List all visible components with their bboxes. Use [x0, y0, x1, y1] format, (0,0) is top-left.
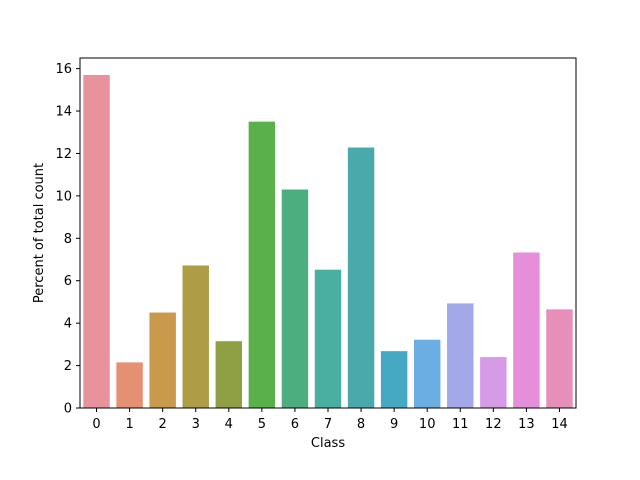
y-tick-label: 6 — [64, 274, 72, 289]
bar-7 — [314, 269, 342, 408]
bar-14 — [546, 309, 573, 408]
x-tick-label: 14 — [551, 417, 568, 432]
bar-6 — [281, 189, 309, 408]
x-tick-label: 7 — [324, 417, 332, 432]
y-tick-label: 8 — [64, 232, 72, 247]
bar-13 — [513, 252, 540, 408]
y-tick-label: 16 — [55, 62, 72, 77]
y-tick-label: 0 — [64, 402, 72, 417]
y-tick-label: 10 — [55, 189, 72, 204]
bar-10 — [413, 339, 441, 408]
y-tick-label: 4 — [64, 317, 72, 332]
x-tick-label: 4 — [225, 417, 233, 432]
bar-12 — [480, 357, 507, 408]
x-tick-label: 0 — [92, 417, 100, 432]
bar-4 — [215, 341, 243, 408]
x-axis-ticks: 0 1 2 3 4 5 6 7 8 9 10 11 12 13 14 — [92, 408, 568, 432]
x-axis-label: Class — [311, 436, 345, 451]
bar-8 — [347, 147, 375, 409]
x-tick-label: 2 — [159, 417, 167, 432]
y-axis-label: Percent of total count — [32, 163, 47, 303]
x-tick-label: 12 — [485, 417, 502, 432]
x-tick-label: 3 — [192, 417, 200, 432]
bar-11 — [447, 303, 474, 408]
bar-1 — [116, 362, 143, 408]
x-tick-label: 13 — [518, 417, 535, 432]
bars-group — [83, 74, 573, 409]
bar-3 — [182, 265, 209, 408]
y-axis-ticks: 0 2 4 6 8 10 12 14 16 — [55, 62, 80, 417]
x-tick-label: 1 — [125, 417, 133, 432]
y-tick-label: 14 — [55, 105, 72, 120]
y-tick-label: 2 — [64, 359, 72, 374]
bar-2 — [149, 312, 176, 408]
plot-frame — [79, 57, 577, 409]
x-tick-label: 9 — [390, 417, 398, 432]
x-tick-label: 10 — [419, 417, 436, 432]
x-tick-label: 11 — [452, 417, 469, 432]
x-tick-label: 6 — [291, 417, 299, 432]
bar-0 — [83, 74, 110, 408]
x-tick-label: 5 — [258, 417, 266, 432]
bar-9 — [380, 351, 408, 408]
y-tick-label: 12 — [55, 147, 72, 162]
x-tick-label: 8 — [357, 417, 365, 432]
bar-5 — [248, 121, 276, 409]
